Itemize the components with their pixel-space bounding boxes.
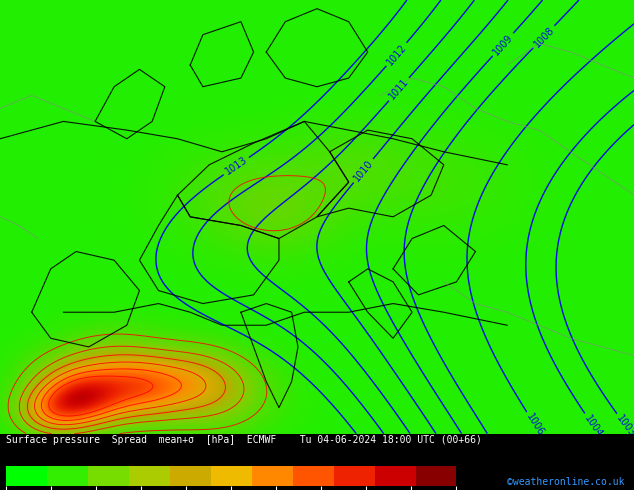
Bar [170, 466, 211, 486]
Bar [375, 466, 415, 486]
Text: 1004: 1004 [582, 413, 604, 439]
Text: 1011: 1011 [387, 77, 411, 102]
Text: 1009: 1009 [491, 32, 515, 57]
Bar [88, 466, 129, 486]
Bar [333, 466, 375, 486]
Text: ©weatheronline.co.uk: ©weatheronline.co.uk [507, 477, 624, 487]
Bar [129, 466, 170, 486]
Bar [415, 466, 456, 486]
Text: 1008: 1008 [532, 24, 556, 49]
Bar [211, 466, 252, 486]
Text: 1010: 1010 [352, 158, 375, 183]
Text: 1003: 1003 [615, 413, 634, 439]
Text: Surface pressure  Spread  mean+σ  [hPa]  ECMWF    Tu 04-06-2024 18:00 UTC (00+66: Surface pressure Spread mean+σ [hPa] ECM… [6, 435, 482, 445]
Text: 1006: 1006 [524, 412, 546, 438]
Bar [293, 466, 333, 486]
Bar [6, 466, 48, 486]
Bar [48, 466, 88, 486]
Bar [252, 466, 293, 486]
Text: 1013: 1013 [223, 155, 249, 177]
Text: 1012: 1012 [385, 42, 408, 67]
